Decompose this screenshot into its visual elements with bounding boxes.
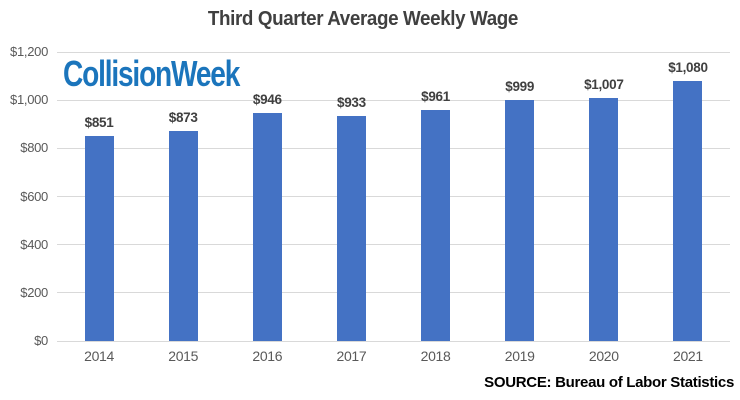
bar-2019 — [505, 100, 535, 341]
y-tick-label: $200 — [20, 284, 48, 300]
gridline — [57, 147, 730, 149]
gridline — [57, 340, 730, 342]
bar-value-label: $1,007 — [584, 77, 624, 93]
x-axis-labels: 2014 2015 2016 2017 2018 2019 2020 2021 — [57, 348, 730, 366]
y-tick-label: $800 — [20, 140, 48, 156]
source-note: SOURCE: Bureau of Labor Statistics — [484, 374, 734, 391]
bar-2016 — [252, 113, 282, 341]
bar-2014 — [84, 136, 114, 341]
y-tick-label: $1,000 — [10, 92, 48, 108]
bar-2021 — [673, 80, 703, 341]
chart-title: Third Quarter Average Weekly Wage — [0, 8, 726, 31]
gridline — [57, 51, 730, 53]
y-tick-label: $600 — [20, 188, 48, 204]
bar-2015 — [168, 130, 198, 341]
x-tick-label: 2016 — [252, 348, 283, 364]
x-tick-label: 2019 — [504, 348, 535, 364]
x-tick-label: 2017 — [336, 348, 367, 364]
collisionweek-logo: CollisionWeek — [63, 53, 240, 94]
x-tick-label: 2015 — [168, 348, 199, 364]
y-tick-label: $400 — [20, 236, 48, 252]
gridline — [57, 196, 730, 197]
bar-2018 — [421, 109, 451, 341]
y-tick-label: $0 — [34, 333, 48, 348]
bar-2017 — [336, 116, 366, 341]
gridline — [57, 99, 730, 101]
gridline — [57, 292, 730, 294]
gridline — [57, 244, 730, 246]
bar-value-label: $1,080 — [668, 59, 708, 75]
x-tick-label: 2014 — [84, 348, 115, 364]
y-axis-labels: $0 $200 $400 $600 $800 $1,000 $1,200 — [0, 44, 48, 348]
bar-value-label: $851 — [84, 115, 114, 131]
bar-value-label: $999 — [505, 79, 535, 95]
x-tick-label: 2020 — [588, 348, 619, 364]
plot-area: $851 $873 $946 $933 $961 $999 $1,007 $1,080 — [57, 51, 730, 342]
bar-value-label: $961 — [421, 88, 450, 104]
chart-title-text: Third Quarter Average Weekly Wage — [207, 8, 519, 30]
bar-value-label: $933 — [337, 95, 366, 111]
bar-value-label: $946 — [252, 92, 282, 108]
y-tick-label: $1,200 — [10, 44, 48, 59]
x-tick-label: 2021 — [672, 348, 703, 364]
x-tick-label: 2018 — [420, 348, 451, 364]
bar-value-label: $873 — [168, 109, 198, 125]
bar-2020 — [589, 98, 619, 341]
